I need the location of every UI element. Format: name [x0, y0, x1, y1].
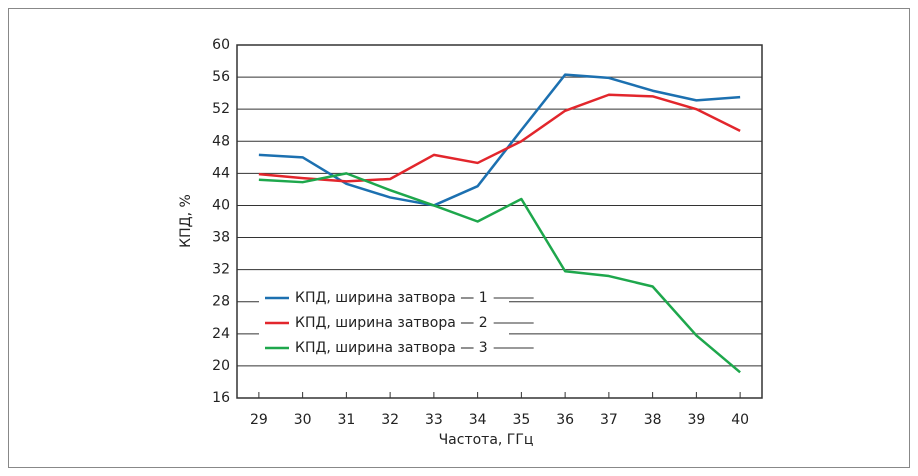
y-tick-label: 56	[212, 69, 230, 85]
series-line	[258, 172, 741, 374]
plot-area	[236, 44, 763, 399]
y-tick-label: 52	[212, 101, 230, 117]
y-tick-label: 28	[212, 294, 230, 310]
x-tick-label: 37	[600, 412, 618, 428]
y-tick-label: 40	[212, 197, 230, 213]
x-tick-label: 30	[294, 412, 312, 428]
x-tick-label: 36	[556, 412, 574, 428]
legend-label: КПД, ширина затвора — 1	[295, 290, 488, 306]
series-line	[258, 73, 741, 207]
y-tick-label: 20	[212, 358, 230, 374]
legend-label: КПД, ширина затвора — 3	[295, 340, 488, 356]
legend-label: КПД, ширина затвора — 2	[295, 315, 488, 331]
y-tick-label: 24	[212, 326, 230, 342]
legend-box	[259, 286, 509, 360]
x-tick-label: 31	[337, 412, 355, 428]
x-tick-label: 40	[731, 412, 749, 428]
x-tick-label: 32	[381, 412, 399, 428]
x-tick-label: 35	[512, 412, 530, 428]
x-axis-label: Частота, ГГц	[439, 432, 534, 448]
y-axis-label: КПД, %	[178, 194, 194, 248]
x-tick-label: 29	[250, 412, 268, 428]
y-tick-label: 38	[212, 230, 230, 246]
series-line	[258, 93, 741, 183]
x-tick-label: 38	[644, 412, 662, 428]
y-tick-label: 60	[212, 37, 230, 53]
x-tick-label: 33	[425, 412, 443, 428]
y-tick-label: 48	[212, 133, 230, 149]
x-tick-label: 34	[469, 412, 487, 428]
y-tick-label: 16	[212, 390, 230, 406]
y-tick-label: 44	[212, 165, 230, 181]
x-tick-label: 39	[687, 412, 705, 428]
y-tick-label: 32	[212, 262, 230, 278]
